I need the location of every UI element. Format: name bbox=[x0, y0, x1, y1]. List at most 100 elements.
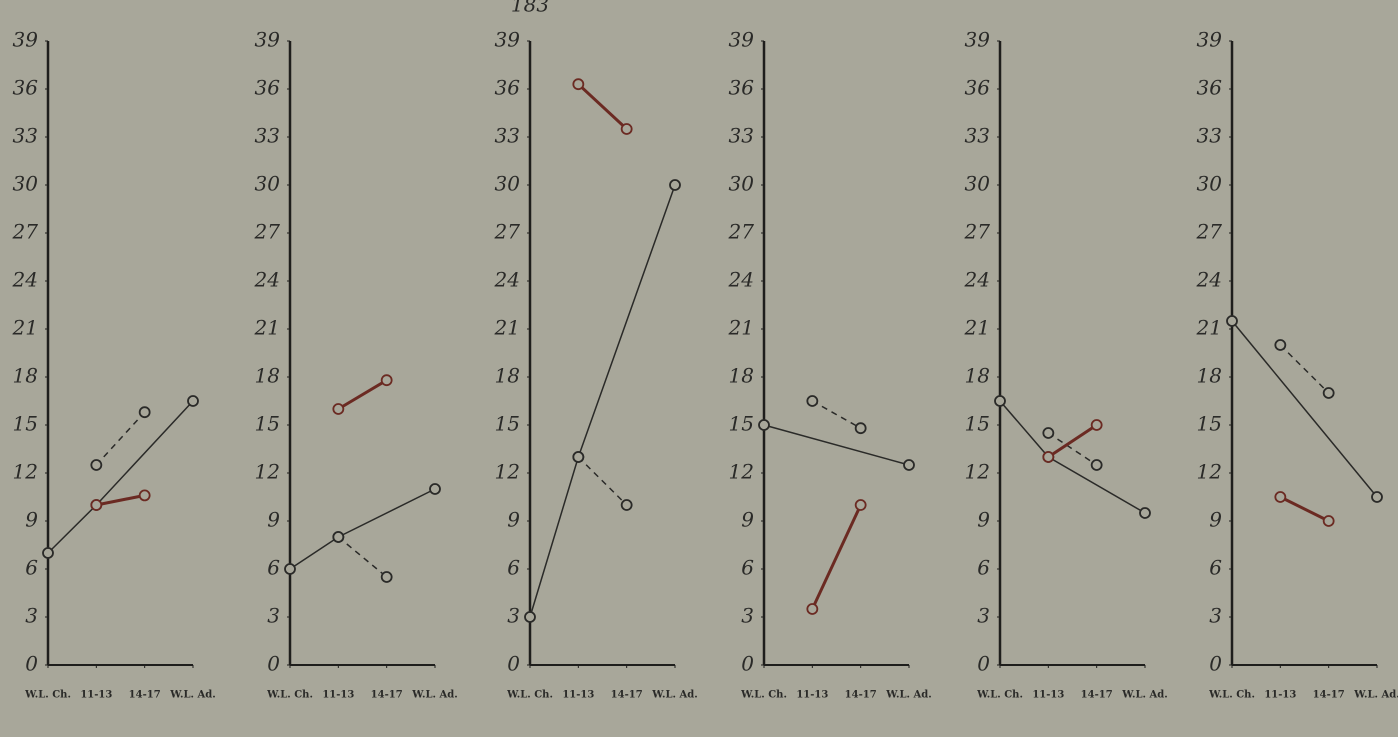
y-tick-label: 9 bbox=[741, 508, 754, 532]
point bbox=[43, 548, 53, 558]
y-tick-label: 24 bbox=[494, 268, 520, 292]
point bbox=[904, 460, 914, 470]
y-tick-label: 27 bbox=[254, 220, 281, 244]
y-tick-label: 27 bbox=[12, 220, 39, 244]
x-tick-label: W.L. Ch. bbox=[976, 690, 1023, 701]
y-tick-label: 36 bbox=[255, 76, 281, 100]
y-tick-label: 3 bbox=[1209, 604, 1222, 628]
x-tick-label: 11-13 bbox=[1032, 690, 1064, 701]
point bbox=[1043, 452, 1053, 462]
y-tick-label: 9 bbox=[977, 508, 990, 532]
y-tick-label: 33 bbox=[965, 124, 990, 148]
y-tick-label: 18 bbox=[13, 364, 38, 388]
point bbox=[91, 460, 101, 470]
x-tick-label: W.L. Ad. bbox=[651, 690, 697, 701]
x-tick-label: W.L. Ch. bbox=[506, 690, 553, 701]
y-tick-label: 6 bbox=[1209, 556, 1222, 580]
point bbox=[807, 604, 817, 614]
y-tick-label: 0 bbox=[25, 652, 38, 676]
point bbox=[573, 452, 583, 462]
y-tick-label: 12 bbox=[1197, 460, 1222, 484]
x-tick-label: 11-13 bbox=[796, 690, 828, 701]
y-tick-label: 3 bbox=[741, 604, 754, 628]
x-tick-label: W.L. Ad. bbox=[169, 690, 215, 701]
x-tick-label: 14-17 bbox=[1313, 690, 1345, 701]
y-tick-label: 0 bbox=[507, 652, 520, 676]
page-number: 183 bbox=[511, 0, 549, 17]
y-tick-label: 0 bbox=[1209, 652, 1222, 676]
y-tick-label: 18 bbox=[1197, 364, 1222, 388]
y-tick-label: 18 bbox=[965, 364, 990, 388]
x-tick-label: W.L. Ch. bbox=[266, 690, 313, 701]
point bbox=[188, 396, 198, 406]
y-tick-label: 24 bbox=[254, 268, 280, 292]
y-tick-label: 33 bbox=[255, 124, 280, 148]
y-tick-label: 21 bbox=[728, 316, 754, 340]
x-tick-label: 11-13 bbox=[80, 690, 112, 701]
y-tick-label: 36 bbox=[13, 76, 39, 100]
y-tick-label: 27 bbox=[728, 220, 755, 244]
point bbox=[382, 572, 392, 582]
x-tick-label: W.L. Ad. bbox=[411, 690, 457, 701]
y-tick-label: 18 bbox=[255, 364, 280, 388]
y-tick-label: 39 bbox=[729, 28, 755, 52]
y-tick-label: 21 bbox=[494, 316, 520, 340]
point bbox=[91, 500, 101, 510]
point bbox=[382, 375, 392, 385]
point bbox=[333, 404, 343, 414]
y-tick-label: 9 bbox=[267, 508, 280, 532]
y-tick-label: 9 bbox=[1209, 508, 1222, 532]
y-tick-label: 15 bbox=[965, 412, 990, 436]
y-tick-label: 3 bbox=[977, 604, 990, 628]
y-tick-label: 0 bbox=[267, 652, 280, 676]
y-tick-label: 15 bbox=[255, 412, 280, 436]
y-tick-label: 3 bbox=[507, 604, 520, 628]
point bbox=[1140, 508, 1150, 518]
x-tick-label: 11-13 bbox=[1264, 690, 1296, 701]
y-tick-label: 33 bbox=[13, 124, 38, 148]
y-tick-label: 12 bbox=[255, 460, 280, 484]
point bbox=[807, 396, 817, 406]
point bbox=[759, 420, 769, 430]
y-tick-label: 27 bbox=[494, 220, 521, 244]
y-tick-label: 33 bbox=[495, 124, 520, 148]
y-tick-label: 9 bbox=[25, 508, 38, 532]
point bbox=[140, 490, 150, 500]
point bbox=[140, 407, 150, 417]
y-tick-label: 30 bbox=[729, 172, 755, 196]
point bbox=[995, 396, 1005, 406]
point bbox=[430, 484, 440, 494]
point bbox=[525, 612, 535, 622]
y-tick-label: 33 bbox=[1197, 124, 1222, 148]
y-tick-label: 24 bbox=[728, 268, 754, 292]
y-tick-label: 36 bbox=[495, 76, 521, 100]
y-tick-label: 6 bbox=[741, 556, 754, 580]
point bbox=[1324, 388, 1334, 398]
y-tick-label: 15 bbox=[1197, 412, 1222, 436]
background bbox=[0, 0, 1398, 737]
y-tick-label: 12 bbox=[965, 460, 990, 484]
point bbox=[333, 532, 343, 542]
x-tick-label: 14-17 bbox=[1081, 690, 1113, 701]
x-tick-label: 14-17 bbox=[371, 690, 403, 701]
y-tick-label: 30 bbox=[1197, 172, 1223, 196]
y-tick-label: 36 bbox=[1197, 76, 1223, 100]
y-tick-label: 6 bbox=[507, 556, 520, 580]
y-tick-label: 39 bbox=[13, 28, 39, 52]
y-tick-label: 24 bbox=[964, 268, 990, 292]
point bbox=[622, 500, 632, 510]
y-tick-label: 30 bbox=[495, 172, 521, 196]
point bbox=[1275, 492, 1285, 502]
x-tick-label: 14-17 bbox=[845, 690, 877, 701]
point bbox=[285, 564, 295, 574]
y-tick-label: 15 bbox=[729, 412, 754, 436]
point bbox=[1092, 420, 1102, 430]
y-tick-label: 39 bbox=[495, 28, 521, 52]
y-tick-label: 30 bbox=[965, 172, 991, 196]
y-tick-label: 6 bbox=[977, 556, 990, 580]
y-tick-label: 12 bbox=[495, 460, 520, 484]
y-tick-label: 30 bbox=[255, 172, 281, 196]
y-tick-label: 18 bbox=[729, 364, 754, 388]
point bbox=[1092, 460, 1102, 470]
x-tick-label: W.L. Ch. bbox=[1208, 690, 1255, 701]
